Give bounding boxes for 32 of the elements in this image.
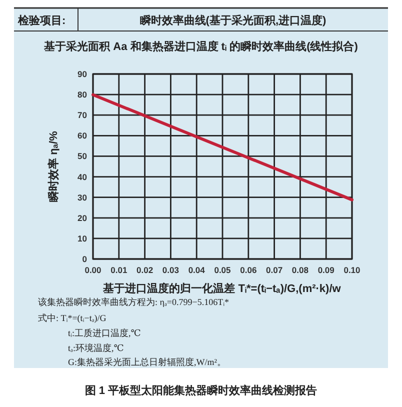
x-tick-label: 0.03 (162, 265, 180, 275)
y-tick-label: 80 (78, 90, 88, 100)
text: tᵢ:工质进口温度,℃ (68, 328, 141, 338)
chart-title: 瞬时效率曲线(基于采光面积,进口温度) (140, 14, 327, 27)
x-tick-label: 0.00 (84, 265, 102, 275)
x-tick-label: 0.09 (318, 265, 335, 275)
x-tick-label: 0.06 (240, 265, 257, 275)
x-tick-label: 0.08 (292, 265, 309, 275)
y-tick-label: 40 (78, 172, 88, 182)
y-tick-label: 20 (78, 212, 88, 223)
y-axis-title: 瞬时效率 ηₐ/% (47, 130, 60, 202)
y-tick-label: 10 (78, 233, 88, 244)
text: tₐ:环境温度,℃ (68, 343, 124, 353)
x-tick-label: 0.05 (214, 265, 232, 275)
x-tick-label: 0.02 (136, 265, 154, 275)
chart-subtitle: 基于采光面积 Aa 和集热器进口温度 tᵢ 的瞬时效率曲线(线性拟合) (43, 40, 358, 53)
text: 式中: Tᵢ*=(tᵢ−tₐ)/G (38, 313, 107, 323)
y-tick-label: 0 (82, 254, 88, 264)
caption: 图 1 平板型太阳能集热器瞬时效率曲线检测报告 (84, 384, 318, 397)
y-tick-label: 70 (78, 110, 88, 120)
text: 该集热器瞬时效率曲线方程为: ηₐ=0.799−5.106Tᵢ* (38, 297, 230, 307)
y-tick-label: 30 (78, 192, 88, 202)
y-tick-label: 50 (78, 151, 88, 162)
x-axis-title: 基于进口温度的归一化温差 Tᵢ*=(tᵢ−tₐ)/G,(m²·k)/w (102, 282, 342, 295)
x-tick-label: 0.07 (266, 265, 283, 275)
x-tick-label: 0.04 (188, 265, 206, 275)
x-tick-label: 0.01 (110, 265, 128, 275)
y-tick-label: 90 (78, 69, 88, 79)
y-tick-label: 60 (78, 130, 88, 141)
x-tick-label: 0.10 (344, 265, 361, 275)
text: 检验项目: (17, 14, 66, 27)
text: G:集热器采光面上总日射辐照度,W/m²。 (68, 357, 226, 367)
